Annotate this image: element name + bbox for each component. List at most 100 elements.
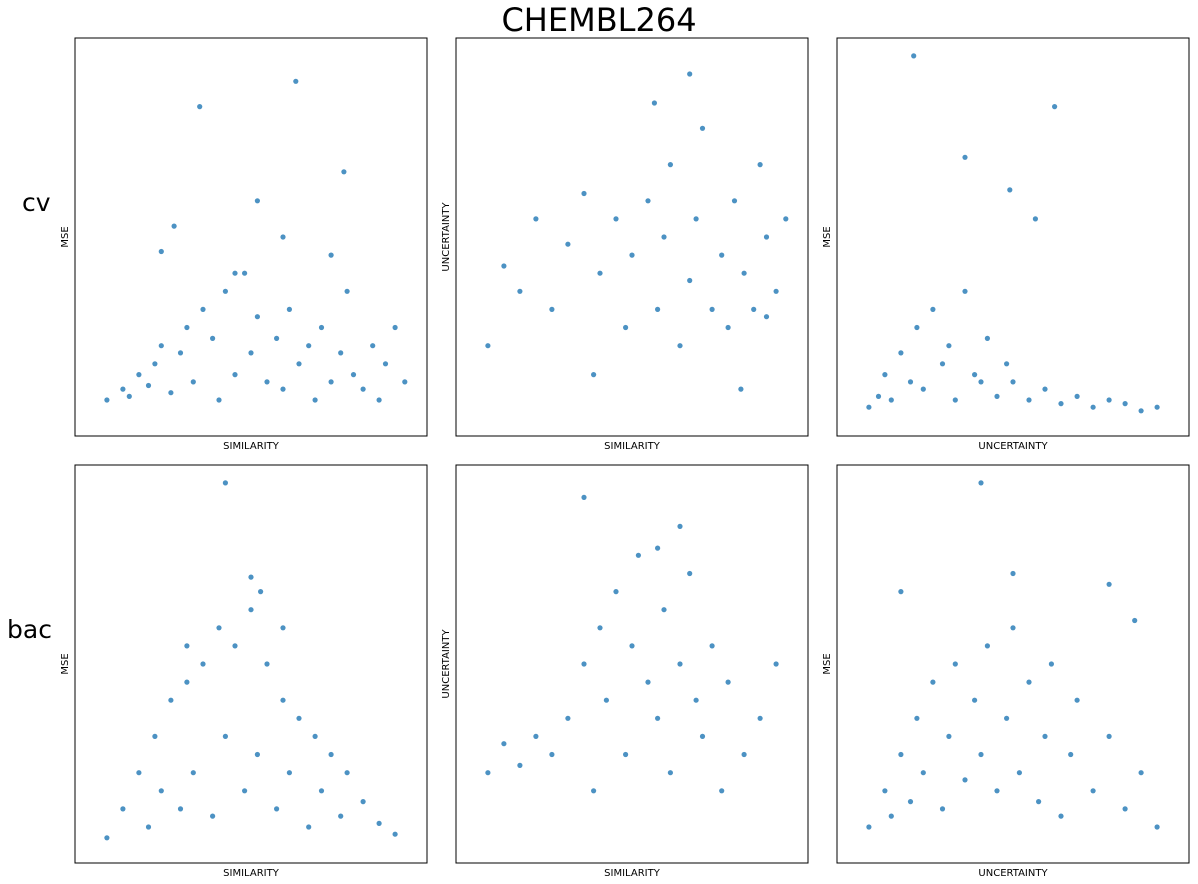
data-point [177,806,184,812]
scatter-panel-1: SIMILARITY MSE [60,37,428,452]
data-point [581,494,587,500]
data-point [687,570,693,577]
data-point [517,288,523,294]
data-point [1090,404,1096,410]
data-point [911,53,917,59]
data-point [104,835,110,841]
data-point [242,270,248,276]
data-point [184,643,190,649]
data-point [184,324,190,331]
data-point [197,104,203,110]
data-point [946,733,952,740]
data-point [591,788,597,794]
data-point [1048,661,1054,667]
data-point [994,788,1000,794]
data-point [693,697,699,703]
data-point [222,733,228,740]
data-point [341,169,347,175]
data-point [190,379,196,385]
data-point [882,788,888,794]
data-point [344,288,350,294]
data-point [280,625,286,631]
scatter-panel-6: UNCERTAINTY MSE [822,464,1190,879]
data-point [280,386,286,392]
data-point [120,806,126,812]
data-point [222,288,228,294]
data-point [763,314,770,320]
data-point [1074,697,1080,703]
data-point [1068,751,1074,758]
plot-frame [74,464,428,864]
data-point [1074,393,1080,399]
plot-frame [836,37,1190,437]
data-point [533,733,539,740]
data-point [158,248,164,255]
data-point [907,799,914,805]
data-point [597,270,603,276]
data-point [232,372,238,378]
data-point [286,306,292,312]
data-point [152,361,158,367]
data-point [190,770,196,776]
data-point [306,824,312,830]
data-point [565,241,571,247]
data-point [898,350,904,356]
data-point [232,270,238,276]
data-point [635,552,642,558]
data-point [699,733,706,740]
data-point [293,78,299,84]
data-point [581,661,587,667]
data-point [248,350,254,356]
y-axis-label: MSE [822,226,833,247]
data-point [866,404,872,410]
figure-title: CHEMBL264 [501,1,697,39]
data-point [338,813,344,819]
data-point [693,216,699,222]
data-point [1138,770,1144,776]
data-point [1106,397,1112,403]
data-point [597,625,603,631]
data-point [603,697,610,703]
data-point [655,715,661,721]
data-point [210,813,216,819]
data-point [738,386,744,392]
data-point [645,679,651,685]
x-axis-label: SIMILARITY [223,441,280,452]
scatter-panel-3: UNCERTAINTY MSE [822,37,1190,452]
data-point [254,198,260,204]
data-point [1052,104,1058,110]
data-point [667,770,674,776]
data-point [549,751,555,758]
data-point [741,751,747,758]
data-point [168,697,174,703]
data-point [145,382,152,389]
data-point [972,697,978,703]
data-point [930,306,936,312]
plot-frame [74,37,428,437]
data-point [930,679,936,685]
data-point [984,335,991,341]
data-point [1036,799,1042,805]
data-point [1032,216,1038,222]
plot-frame [455,464,809,864]
scatter-panel-5: SIMILARITY UNCERTAINTY [441,464,809,879]
data-point [773,288,779,294]
data-point [222,480,228,486]
data-point [1122,806,1128,812]
data-point [328,252,334,258]
data-point [952,661,958,667]
plot-frame [836,464,1190,864]
data-point [687,277,693,284]
data-point [741,270,747,276]
data-point [360,386,366,392]
data-point [306,343,312,349]
data-point [254,751,260,758]
data-point [280,697,286,703]
data-point [719,788,725,794]
data-point [613,216,619,222]
data-point [360,799,366,805]
data-point [248,607,254,613]
x-axis-label: SIMILARITY [223,868,280,879]
data-point [763,234,770,240]
